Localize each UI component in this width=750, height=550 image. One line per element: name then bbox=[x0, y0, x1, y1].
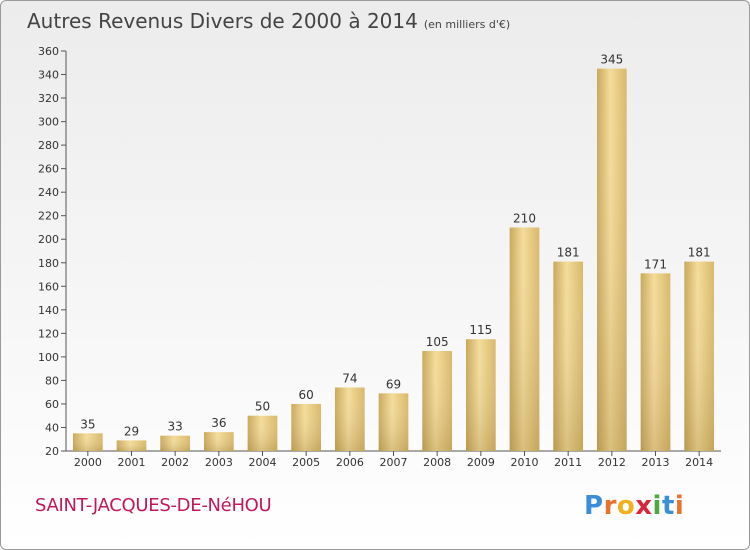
data-label: 35 bbox=[80, 417, 95, 431]
logo-letter: x bbox=[635, 491, 653, 521]
y-tick-label: 300 bbox=[38, 116, 59, 129]
data-labels: 35 29 33 36 50 60 74 69 105 115 210 181 345 171 181 bbox=[80, 53, 710, 439]
data-label: 74 bbox=[342, 371, 357, 385]
x-tick-label: 2012 bbox=[598, 456, 626, 469]
bar-shade bbox=[203, 432, 234, 451]
y-tick-label: 280 bbox=[38, 139, 59, 152]
y-tick-label: 260 bbox=[38, 163, 59, 176]
data-label: 181 bbox=[557, 246, 580, 260]
data-label: 29 bbox=[124, 424, 139, 438]
y-tick-label: 140 bbox=[38, 304, 59, 317]
data-label: 181 bbox=[688, 246, 711, 260]
y-tick-label: 180 bbox=[38, 257, 59, 270]
x-tick-label: 2004 bbox=[249, 456, 277, 469]
x-tick-label: 2010 bbox=[511, 456, 539, 469]
x-tick-label: 2008 bbox=[423, 456, 451, 469]
y-tick-label: 60 bbox=[45, 398, 59, 411]
data-label: 210 bbox=[513, 211, 536, 225]
y-tick-label: 160 bbox=[38, 280, 59, 293]
data-label: 36 bbox=[211, 416, 226, 430]
commune-name: SAINT-JACQUES-DE-NéHOU bbox=[35, 495, 272, 516]
y-tick-label: 100 bbox=[38, 351, 59, 364]
y-tick-label: 320 bbox=[38, 92, 59, 105]
data-label: 69 bbox=[386, 377, 401, 391]
x-tick-label: 2007 bbox=[380, 456, 408, 469]
data-label: 50 bbox=[255, 400, 270, 414]
data-label: 60 bbox=[299, 388, 314, 402]
x-tick-label: 2011 bbox=[554, 456, 582, 469]
bar-shade bbox=[378, 393, 409, 451]
y-tick-label: 360 bbox=[38, 45, 59, 58]
chart-unit: (en milliers d'€) bbox=[423, 18, 511, 31]
logo-letter: t bbox=[661, 491, 675, 521]
y-axis: 20 40 60 80 100 120 140 160 180 200 220 240 260 280 30… bbox=[38, 45, 67, 458]
x-tick-label: 2003 bbox=[205, 456, 233, 469]
chart-title-text: Autres Revenus Divers de 2000 à 2014 bbox=[27, 9, 418, 33]
bar-shade bbox=[160, 435, 191, 451]
logo-letter: r bbox=[603, 491, 617, 521]
logo-letter: P bbox=[584, 491, 604, 521]
x-tick-label: 2013 bbox=[642, 456, 670, 469]
bar-shade bbox=[465, 339, 496, 451]
bar-shade bbox=[334, 387, 365, 451]
x-tick-label: 2005 bbox=[292, 456, 320, 469]
y-tick-label: 20 bbox=[45, 445, 59, 458]
y-tick-label: 120 bbox=[38, 327, 59, 340]
bar-shade bbox=[553, 261, 584, 451]
chart-title: Autres Revenus Divers de 2000 à 2014 (en … bbox=[27, 9, 510, 33]
x-tick-label: 2014 bbox=[685, 456, 713, 469]
x-tick-label: 2000 bbox=[74, 456, 102, 469]
x-tick-label: 2001 bbox=[118, 456, 146, 469]
y-tick-label: 340 bbox=[38, 69, 59, 82]
logo-letter: i bbox=[652, 491, 662, 521]
proxiti-logo[interactable]: Proxiti bbox=[584, 491, 684, 521]
x-tick-label: 2002 bbox=[161, 456, 189, 469]
y-tick-label: 40 bbox=[45, 421, 59, 434]
bar-shade bbox=[116, 440, 147, 451]
data-label: 105 bbox=[426, 335, 449, 349]
x-tick-label: 2006 bbox=[336, 456, 364, 469]
bar-shade bbox=[684, 261, 715, 451]
data-label: 33 bbox=[168, 420, 183, 434]
y-tick-label: 80 bbox=[45, 374, 59, 387]
logo-letter: o bbox=[616, 491, 636, 521]
data-label: 171 bbox=[644, 257, 667, 271]
logo-letter: i bbox=[674, 491, 685, 521]
y-tick-label: 240 bbox=[38, 186, 59, 199]
data-label: 345 bbox=[600, 53, 623, 67]
bar-shade bbox=[640, 273, 671, 451]
x-axis: 2000 2001 2002 2003 2004 2005 2006 2007 2008 2009… bbox=[66, 450, 721, 469]
bar-shade bbox=[291, 403, 322, 451]
bar-shade bbox=[422, 351, 453, 451]
y-tick-label: 200 bbox=[38, 233, 59, 246]
bar-shade bbox=[72, 433, 103, 451]
bar-shade bbox=[247, 415, 278, 451]
bar-shade bbox=[509, 227, 540, 451]
data-label: 115 bbox=[469, 323, 492, 337]
x-tick-label: 2009 bbox=[467, 456, 495, 469]
bars bbox=[72, 68, 715, 451]
y-tick-label: 220 bbox=[38, 210, 59, 223]
bar-shade bbox=[596, 68, 627, 451]
